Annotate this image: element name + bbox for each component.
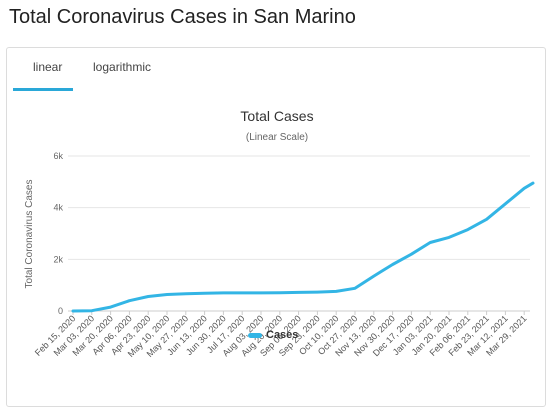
legend-label: Cases xyxy=(266,329,299,341)
series-line-cases xyxy=(71,181,535,313)
y-tick-label: 2k xyxy=(53,254,63,264)
chart-title: Total Cases xyxy=(240,108,313,124)
legend-item-cases[interactable]: Cases xyxy=(248,329,298,345)
y-tick-label: 0 xyxy=(58,306,63,316)
tab-linear[interactable]: linear xyxy=(33,60,63,74)
chart-panel: linear logarithmic xyxy=(6,47,546,407)
y-tick-label: 4k xyxy=(53,203,63,213)
y-axis-label: Total Coronavirus Cases xyxy=(24,180,35,289)
scale-tabs: linear logarithmic xyxy=(7,48,545,92)
active-tab-indicator xyxy=(13,88,73,91)
tab-logarithmic[interactable]: logarithmic xyxy=(93,60,152,74)
chart-subtitle: (Linear Scale) xyxy=(246,132,308,143)
legend-swatch xyxy=(248,332,262,338)
y-tick-label: 6k xyxy=(53,151,63,161)
page-title: Total Coronavirus Cases in San Marino xyxy=(9,6,356,28)
